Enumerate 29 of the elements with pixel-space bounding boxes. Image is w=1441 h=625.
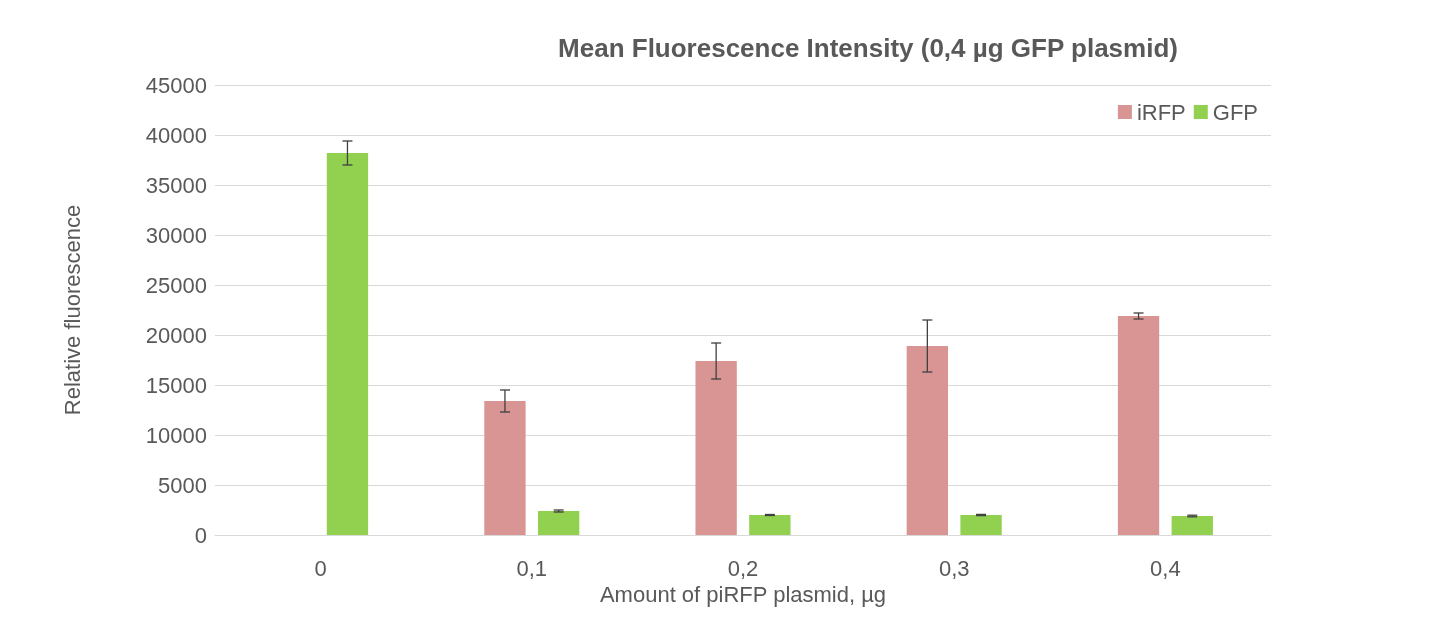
bar <box>1171 516 1213 535</box>
x-tick-label: 0,2 <box>727 555 759 581</box>
chart-title: Mean Fluorescence Intensity (0,4 µg GFP plasmid) <box>558 33 1178 63</box>
y-tick-label: 20000 <box>145 322 207 348</box>
x-tick-label: 0,4 <box>1150 555 1181 581</box>
y-tick-label: 25000 <box>145 272 207 298</box>
y-tick-label: 15000 <box>145 372 207 398</box>
y-tick-label: 5000 <box>158 472 207 498</box>
legend-label: iRFP <box>1136 99 1186 125</box>
bar <box>326 153 369 535</box>
y-axis-title: Relative fluorescence <box>59 204 85 416</box>
bar <box>1117 316 1160 535</box>
y-tick-label: 40000 <box>145 122 207 148</box>
y-tick-label: 35000 <box>145 172 207 198</box>
x-tick-label: 0 <box>314 555 327 581</box>
x-tick-label: 0,1 <box>516 555 548 581</box>
y-tick-label: 10000 <box>145 422 207 448</box>
bar <box>538 511 580 535</box>
y-tick-label: 30000 <box>145 222 207 248</box>
legend-label: GFP <box>1212 99 1259 125</box>
bar <box>484 401 526 535</box>
x-axis-title: Amount of piRFP plasmid, µg <box>599 582 887 608</box>
bar <box>749 515 791 535</box>
y-tick-label: 45000 <box>145 72 207 98</box>
bar <box>960 515 1002 535</box>
x-tick-label: 0,3 <box>938 555 970 581</box>
y-tick-label: 0 <box>194 522 207 548</box>
bar <box>695 361 737 535</box>
bar <box>906 346 948 535</box>
